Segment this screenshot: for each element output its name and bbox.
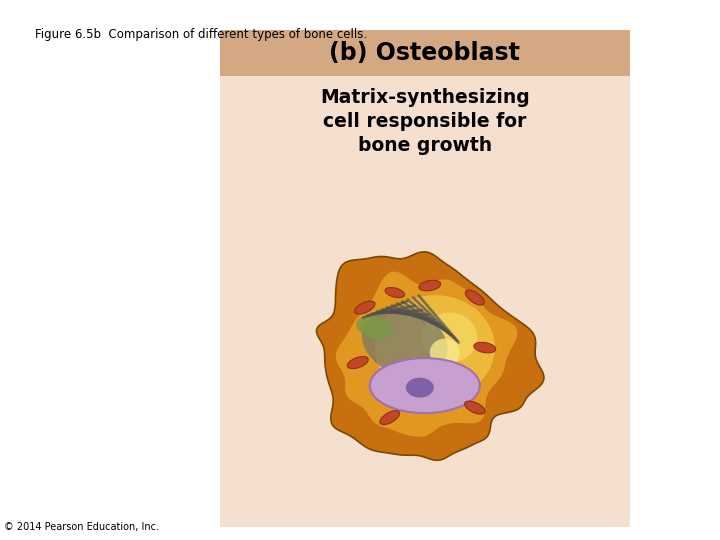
Ellipse shape (370, 358, 480, 413)
PathPatch shape (317, 252, 544, 460)
Ellipse shape (375, 295, 495, 400)
Text: (b) Osteoblast: (b) Osteoblast (329, 40, 521, 65)
Bar (220, 30, 630, 76)
Ellipse shape (347, 356, 368, 369)
PathPatch shape (336, 272, 518, 437)
Ellipse shape (465, 290, 485, 305)
Ellipse shape (406, 377, 433, 397)
Ellipse shape (419, 280, 441, 291)
Ellipse shape (355, 301, 375, 314)
Ellipse shape (385, 287, 405, 298)
Text: Figure 6.5b  Comparison of different types of bone cells.: Figure 6.5b Comparison of different type… (35, 28, 366, 40)
Ellipse shape (423, 313, 477, 362)
Ellipse shape (430, 339, 460, 367)
Bar (220, 30, 630, 526)
Ellipse shape (474, 342, 495, 353)
Text: © 2014 Pearson Education, Inc.: © 2014 Pearson Education, Inc. (4, 522, 159, 532)
Ellipse shape (362, 308, 448, 376)
Ellipse shape (464, 401, 485, 414)
Ellipse shape (380, 410, 400, 424)
Ellipse shape (356, 316, 393, 339)
Text: Matrix-synthesizing
cell responsible for
bone growth: Matrix-synthesizing cell responsible for… (320, 87, 530, 155)
